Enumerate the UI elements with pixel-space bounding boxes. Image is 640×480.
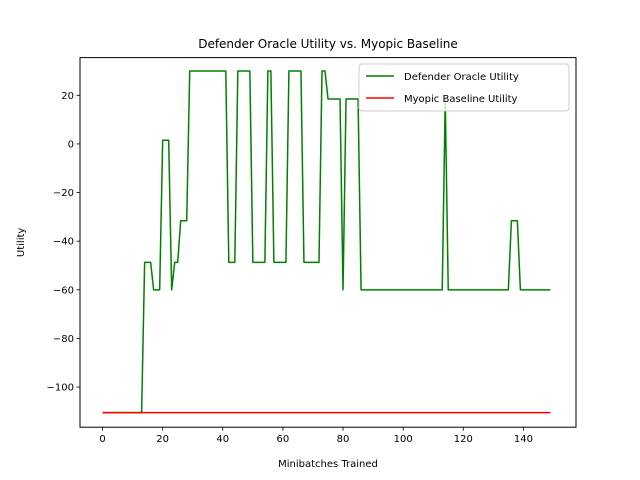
x-tick-label: 40: [216, 434, 229, 445]
plot-area: 0 20 40 60 80 100 120 140 −100 −80 −60 −40 −20 0 20: [47, 57, 577, 445]
legend: Defender Oracle Utility Myopic Baseline …: [358, 63, 570, 112]
legend-box: [358, 63, 570, 112]
y-axis-label: Utility: [16, 228, 27, 257]
series-layer: [102, 70, 551, 414]
x-tick-label: 140: [514, 434, 533, 445]
y-tick-label: −60: [53, 285, 74, 296]
x-tick-label: 20: [156, 434, 169, 445]
x-tick-label: 0: [99, 434, 105, 445]
series-line-defender-oracle-utility: [102, 70, 551, 414]
x-axis-ticks: 0 20 40 60 80 100 120 140: [99, 427, 533, 445]
y-tick-label: 0: [68, 139, 74, 150]
y-tick-label: −20: [53, 188, 74, 199]
y-tick-label: −80: [53, 334, 74, 345]
x-tick-label: 80: [337, 434, 350, 445]
y-tick-label: 20: [61, 91, 74, 102]
axes-frame: [79, 57, 577, 428]
y-tick-label: −40: [53, 237, 74, 248]
chart-title: Defender Oracle Utility vs. Myopic Basel…: [198, 37, 458, 51]
y-tick-label: −100: [47, 383, 74, 394]
x-axis-label: Minibatches Trained: [278, 459, 378, 470]
x-tick-label: 100: [394, 434, 413, 445]
x-tick-label: 60: [277, 434, 290, 445]
legend-label-myopic-baseline: Myopic Baseline Utility: [404, 94, 518, 105]
legend-label-defender-oracle: Defender Oracle Utility: [404, 72, 519, 83]
x-tick-label: 120: [454, 434, 473, 445]
y-axis-ticks: −100 −80 −60 −40 −20 0 20: [47, 91, 80, 394]
